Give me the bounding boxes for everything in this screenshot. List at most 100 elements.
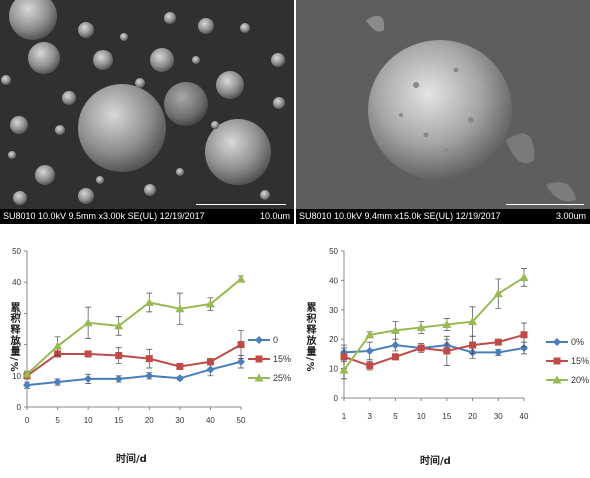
data-point xyxy=(237,341,245,349)
legend-marker xyxy=(552,375,562,383)
legend-item: 15% xyxy=(546,351,589,370)
x-tick-label: 10 xyxy=(84,416,93,425)
legend-label: 25% xyxy=(273,372,292,383)
series-0 xyxy=(23,355,245,390)
y-tick-label: 10 xyxy=(329,365,338,374)
data-point xyxy=(494,338,502,346)
legend-item: 15% xyxy=(248,349,291,368)
data-point xyxy=(237,357,245,366)
release-chart-2: 0 10 20 30 40 50 1 3 5 10 15 20 30 40 累积释放量/% 时间/d 0%… xyxy=(296,240,590,473)
x-tick-label: 20 xyxy=(468,412,477,421)
data-point xyxy=(175,374,184,383)
legend-label: 0 xyxy=(273,334,279,345)
data-point xyxy=(145,371,154,380)
y-axis-label: 累积释放量/% xyxy=(304,302,315,373)
data-point xyxy=(53,341,63,350)
data-point xyxy=(416,322,426,331)
legend-marker xyxy=(254,373,264,381)
series-line xyxy=(26,360,242,387)
sem-caption: SU8010 10.0kV 9.5mm x3.00k SE(UL) 12/19/… xyxy=(3,211,205,221)
legend-label: 15% xyxy=(273,353,292,364)
data-point xyxy=(83,318,93,327)
x-tick-label: 3 xyxy=(367,412,372,421)
data-point xyxy=(114,321,124,330)
data-point xyxy=(175,304,185,313)
data-point xyxy=(114,374,123,383)
series-line xyxy=(26,278,242,375)
x-tick-label: 0 xyxy=(25,416,30,425)
legend-swatch xyxy=(248,335,270,344)
sem-caption: SU8010 10.0kV 9.4mm x15.0k SE(UL) 12/19/… xyxy=(299,211,501,221)
y-tick-label: 40 xyxy=(329,276,338,285)
data-point xyxy=(23,381,31,390)
legend-swatch xyxy=(248,355,270,362)
chart-plot: 0 10 20 30 40 50 0 5 10 15 20 30 40 50 xyxy=(12,247,246,425)
data-point xyxy=(84,374,93,383)
data-point xyxy=(176,362,184,370)
series-line xyxy=(343,276,525,371)
scale-bar xyxy=(196,204,286,209)
data-point xyxy=(442,320,452,328)
data-point xyxy=(493,289,503,298)
x-tick-label: 1 xyxy=(342,412,347,421)
y-tick-label: 20 xyxy=(329,335,338,344)
data-point xyxy=(417,344,425,352)
y-tick-label: 30 xyxy=(329,306,338,315)
x-tick-label: 50 xyxy=(237,416,246,425)
legend-marker xyxy=(255,335,263,344)
x-tick-label: 5 xyxy=(393,412,398,421)
data-point xyxy=(494,348,503,357)
x-axis-label: 时间/d xyxy=(420,456,451,467)
legend-item: 0 xyxy=(248,330,291,349)
sem-single-particle-picture xyxy=(296,0,590,209)
data-point xyxy=(365,346,374,355)
y-tick-label: 50 xyxy=(329,247,338,256)
data-point xyxy=(339,365,349,374)
data-point xyxy=(520,331,528,339)
data-point xyxy=(520,344,528,353)
legend-item: 25% xyxy=(248,368,291,387)
data-point xyxy=(84,350,92,358)
legend-marker xyxy=(255,355,263,362)
legend-label: 15% xyxy=(571,355,590,366)
data-point xyxy=(469,341,477,349)
data-point xyxy=(390,325,400,334)
data-point xyxy=(391,353,399,361)
legend-swatch xyxy=(546,337,568,346)
sem-caption-bar: SU8010 10.0kV 9.5mm x3.00k SE(UL) 12/19/… xyxy=(0,209,294,224)
data-point xyxy=(22,369,32,378)
x-tick-label: 40 xyxy=(520,412,529,421)
data-point xyxy=(340,353,348,361)
y-tick-label: 0 xyxy=(17,403,22,412)
x-tick-label: 10 xyxy=(417,412,426,421)
y-tick-label: 0 xyxy=(334,394,339,403)
y-tick-label: 40 xyxy=(12,278,21,287)
data-point xyxy=(206,365,215,374)
y-tick-label: 10 xyxy=(12,372,21,381)
legend-marker xyxy=(553,357,561,364)
y-axis-label: 累积释放量/% xyxy=(8,302,19,373)
legend-item: 0% xyxy=(546,332,589,351)
data-point xyxy=(366,362,374,370)
data-point xyxy=(519,272,529,281)
legend: 0 15% 25% xyxy=(248,330,291,387)
data-point xyxy=(236,274,246,283)
scale-bar xyxy=(506,204,584,209)
release-chart-1: 0 10 20 30 40 50 0 5 10 15 20 30 40 50 累积释放量/% 时间/d 0… xyxy=(0,240,296,473)
series-line xyxy=(343,333,525,367)
legend-swatch xyxy=(248,373,270,381)
legend-marker xyxy=(553,337,561,346)
x-tick-label: 15 xyxy=(442,412,451,421)
data-point xyxy=(206,358,214,366)
data-point xyxy=(443,347,451,355)
data-point xyxy=(468,317,478,326)
sem-image-particles: SU8010 10.0kV 9.5mm x3.00k SE(UL) 12/19/… xyxy=(0,0,294,224)
data-point xyxy=(53,378,62,387)
series-20% xyxy=(339,268,529,380)
data-point xyxy=(391,341,400,350)
series-line xyxy=(26,343,242,377)
legend-label: 0% xyxy=(571,336,585,347)
x-tick-label: 40 xyxy=(206,416,215,425)
legend-item: 20% xyxy=(546,370,589,389)
data-point xyxy=(205,299,215,308)
